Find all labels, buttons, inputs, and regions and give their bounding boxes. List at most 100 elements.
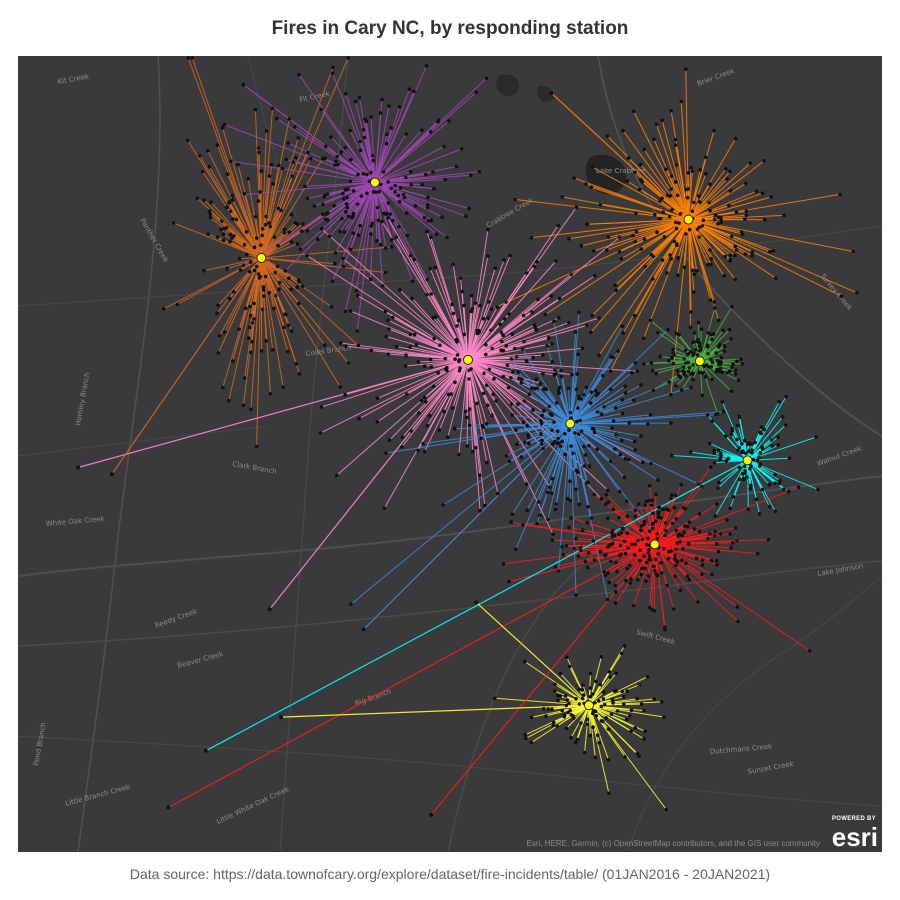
incident-point	[252, 268, 257, 273]
incident-point	[569, 735, 573, 740]
incident-point	[202, 198, 206, 202]
incident-point	[510, 413, 514, 417]
incident-point	[229, 159, 233, 164]
incident-point	[248, 304, 252, 309]
incident-point	[209, 200, 213, 205]
incident-point	[496, 491, 500, 496]
incident-point	[715, 502, 719, 507]
incident-spoke	[467, 324, 588, 361]
incident-point	[643, 264, 648, 269]
incident-point	[343, 392, 348, 397]
incident-spoke	[467, 307, 498, 361]
incident-spoke	[261, 229, 285, 259]
station-orange-east-incidents	[489, 67, 859, 397]
incident-point	[780, 415, 785, 419]
incident-point	[625, 514, 630, 519]
incident-point	[670, 355, 674, 360]
incident-point	[493, 266, 498, 270]
incident-point	[740, 232, 745, 236]
incident-point	[522, 440, 527, 445]
incident-point	[533, 326, 538, 330]
incident-point	[740, 362, 745, 366]
incident-point	[277, 163, 281, 168]
station-markers[interactable]	[256, 177, 753, 711]
station-purple-marker[interactable]	[369, 177, 380, 188]
incident-point	[669, 174, 674, 179]
incident-point	[639, 702, 644, 706]
incident-point	[658, 199, 662, 203]
incident-point	[691, 351, 696, 356]
incident-spoke	[374, 120, 450, 183]
incident-point	[552, 420, 556, 424]
station-blue-incidents	[349, 310, 726, 606]
incident-point	[567, 237, 571, 241]
incident-point	[651, 388, 656, 393]
incident-point	[563, 452, 567, 457]
station-blue-marker[interactable]	[565, 418, 576, 429]
incident-point	[626, 156, 631, 160]
incident-point	[697, 344, 702, 349]
incident-point	[653, 519, 658, 524]
incident-spoke	[429, 268, 469, 361]
incident-point	[660, 118, 664, 123]
station-pink-marker[interactable]	[463, 354, 473, 365]
incident-point	[482, 371, 486, 376]
page-title: Fires in Cary NC, by responding station	[271, 18, 629, 39]
incident-point	[751, 457, 756, 462]
incident-spoke	[261, 241, 292, 259]
incident-point	[376, 218, 381, 223]
incident-point	[541, 371, 545, 376]
incident-point	[282, 230, 287, 235]
incident-point	[348, 179, 353, 183]
incident-spoke	[569, 423, 699, 485]
map-canvas[interactable]: Crabtree Creek Fit Creek Panther Creek R…	[18, 56, 882, 852]
incident-point	[559, 374, 564, 379]
station-green-marker[interactable]	[694, 356, 705, 367]
incident-spoke	[424, 359, 469, 398]
incident-spoke	[569, 423, 586, 456]
incident-point	[565, 655, 569, 659]
incident-point	[682, 370, 687, 375]
station-orange-east-marker[interactable]	[683, 214, 694, 225]
incident-point	[429, 218, 434, 223]
incident-point	[635, 369, 640, 374]
incident-point	[359, 194, 364, 198]
incident-point	[431, 315, 436, 320]
incident-point	[643, 729, 647, 734]
incident-point	[276, 243, 280, 248]
incident-point	[623, 551, 628, 556]
incident-point	[719, 217, 723, 222]
incident-point	[565, 698, 569, 702]
station-red-marker[interactable]	[649, 539, 660, 550]
incident-point	[674, 384, 678, 388]
incident-point	[733, 277, 738, 282]
incident-spoke	[494, 697, 590, 706]
incident-point	[652, 609, 657, 613]
incident-point	[621, 331, 625, 335]
station-orange-west-marker[interactable]	[256, 253, 267, 263]
station-yellow-marker[interactable]	[584, 700, 594, 711]
incident-point	[630, 370, 634, 375]
incident-point	[477, 169, 482, 174]
incident-point	[484, 352, 488, 357]
incident-point	[452, 426, 457, 431]
incident-point	[407, 87, 412, 91]
incident-point	[614, 590, 618, 594]
incident-point	[674, 331, 678, 336]
incident-point	[321, 202, 325, 207]
station-red-incidents	[501, 465, 812, 653]
incident-point	[363, 117, 367, 121]
incident-point	[306, 150, 310, 155]
incident-point	[722, 343, 727, 348]
incident-point	[617, 515, 621, 520]
incident-point	[76, 465, 81, 470]
incident-point	[467, 423, 472, 428]
incident-spoke	[550, 92, 689, 221]
incident-spoke	[467, 317, 600, 361]
map[interactable]: Crabtree Creek Fit Creek Panther Creek R…	[18, 56, 882, 852]
incident-point	[338, 385, 343, 389]
station-cyan-marker[interactable]	[742, 455, 753, 466]
incident-point	[669, 421, 673, 425]
incident-point	[269, 162, 274, 167]
incident-spoke	[260, 158, 312, 259]
